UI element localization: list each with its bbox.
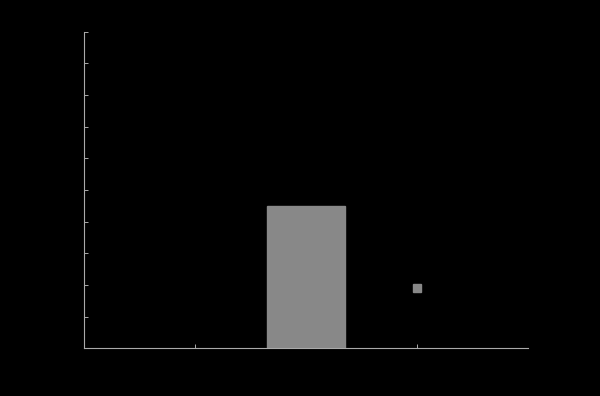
Bar	[267, 206, 345, 348]
